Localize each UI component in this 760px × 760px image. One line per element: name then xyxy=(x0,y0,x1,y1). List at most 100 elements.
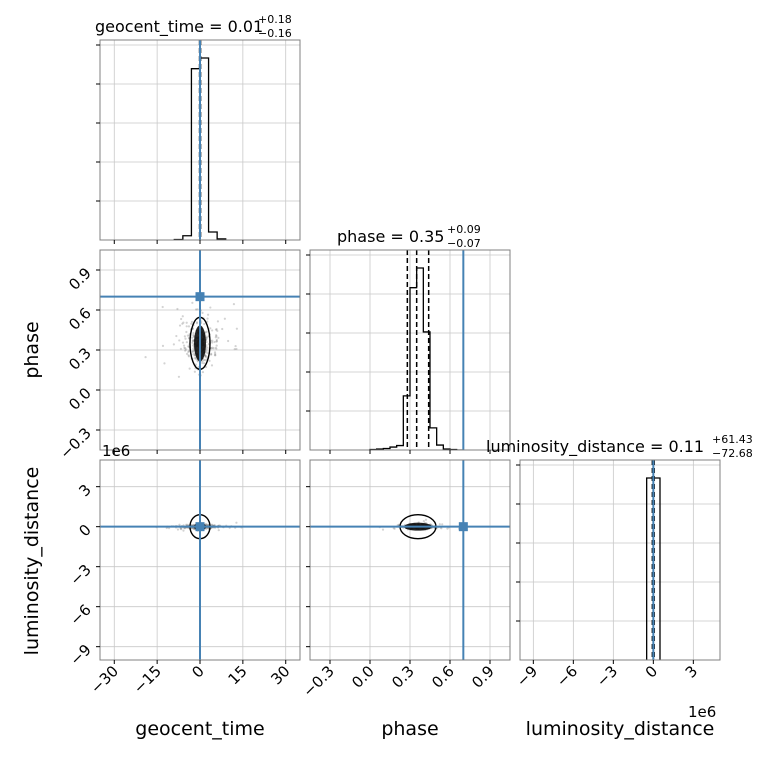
truth-marker xyxy=(195,522,205,532)
y-tick-label: 0 xyxy=(75,521,94,540)
y-tick-label: −0.3 xyxy=(56,424,94,462)
sample-point xyxy=(192,347,195,350)
sample-point xyxy=(206,351,209,355)
y-tick-label: 0.0 xyxy=(65,384,95,414)
sample-point xyxy=(203,322,206,326)
title-geocent-time: geocent_time = 0.01 xyxy=(95,17,263,37)
sample-point xyxy=(191,336,194,339)
sample-point xyxy=(211,346,214,349)
sample-point xyxy=(210,347,213,350)
sample-point xyxy=(381,528,385,531)
sample-point xyxy=(210,352,213,356)
sample-point xyxy=(214,346,217,349)
sample-point xyxy=(185,325,188,328)
sample-point xyxy=(204,365,208,369)
sample-point xyxy=(201,370,205,374)
sample-point xyxy=(194,356,197,359)
sample-point xyxy=(214,328,218,331)
panel-luminosity_distance-geocent_time: −30 −15 0 15 30−9−6−303 xyxy=(66,459,301,697)
sample-point xyxy=(186,523,189,526)
sample-point xyxy=(215,338,218,342)
sample-point xyxy=(183,335,186,338)
sample-point xyxy=(201,359,204,363)
sample-point xyxy=(177,375,181,378)
y-tick-label: −9 xyxy=(66,641,94,669)
sample-point xyxy=(212,347,215,350)
sample-point xyxy=(211,329,214,332)
x-tick-label: −3 xyxy=(593,662,621,690)
sample-point xyxy=(204,354,207,358)
sample-point xyxy=(215,347,218,350)
title-geocent-time-minus: −0.16 xyxy=(258,27,292,40)
sample-point xyxy=(202,362,206,365)
sample-point xyxy=(192,331,195,335)
sample-point xyxy=(184,347,187,350)
sample-point xyxy=(214,354,217,357)
sample-point xyxy=(206,346,209,349)
sample-point xyxy=(193,370,196,373)
sample-point xyxy=(205,349,208,353)
panel-geocent_time-geocent_time xyxy=(96,39,301,244)
sample-point xyxy=(190,320,194,323)
sample-point xyxy=(211,339,214,342)
sample-point xyxy=(182,321,185,324)
sample-point xyxy=(214,336,217,339)
sample-point xyxy=(205,523,208,527)
sample-point xyxy=(192,527,195,530)
sample-point xyxy=(184,348,187,351)
sample-point xyxy=(196,308,199,311)
sample-point xyxy=(178,324,182,327)
y-tick-label: 0.9 xyxy=(65,264,95,294)
panel-frame xyxy=(519,459,721,661)
sample-point xyxy=(216,320,220,323)
sample-point xyxy=(195,321,199,324)
sample-point xyxy=(181,341,185,344)
x-tick-label: 0.0 xyxy=(348,662,378,692)
sample-point xyxy=(205,336,208,339)
sample-point xyxy=(192,334,195,337)
sample-point xyxy=(201,311,204,315)
sample-point xyxy=(187,350,190,354)
x-tick-label: −9 xyxy=(513,662,541,690)
sample-point xyxy=(144,356,147,359)
offset-text-left: 1e6 xyxy=(102,442,130,460)
y-tick-label: −3 xyxy=(66,561,94,589)
sample-point xyxy=(180,528,183,531)
sample-point xyxy=(205,523,208,526)
title-phase-plus: +0.09 xyxy=(447,223,481,236)
sample-point xyxy=(206,317,209,320)
sample-point xyxy=(185,330,188,334)
x-tick-label: 30 xyxy=(267,662,293,688)
sample-point xyxy=(215,344,218,347)
ylabel-phase: phase xyxy=(21,321,43,378)
sample-point xyxy=(191,349,194,353)
sample-point xyxy=(210,353,213,356)
x-tick-label: 0 xyxy=(642,662,661,681)
sample-point xyxy=(161,344,165,347)
sample-point xyxy=(191,350,194,353)
title-luminosity-distance-minus: −72.68 xyxy=(712,447,753,460)
sample-point xyxy=(176,307,179,311)
sample-point xyxy=(192,344,195,347)
sample-point xyxy=(187,355,191,358)
sample-point xyxy=(209,306,212,309)
sample-point xyxy=(210,364,214,367)
xlabel-phase: phase xyxy=(381,718,438,740)
sample-point xyxy=(201,361,204,365)
sample-point xyxy=(205,527,208,530)
sample-point xyxy=(182,529,185,532)
y-tick-label: 0.3 xyxy=(65,344,95,374)
sample-point xyxy=(234,344,237,348)
sample-point xyxy=(208,359,211,363)
sample-point xyxy=(204,354,207,357)
sample-point xyxy=(233,347,236,351)
truth-marker xyxy=(195,292,205,302)
sample-point xyxy=(186,334,189,337)
sample-point xyxy=(184,337,187,340)
sample-point xyxy=(209,327,212,330)
sample-point xyxy=(161,305,164,309)
sample-point xyxy=(185,523,188,526)
panel-luminosity_distance-phase: −0.3 0.0 0.3 0.6 0.9 xyxy=(299,459,511,701)
sample-point xyxy=(185,341,188,344)
